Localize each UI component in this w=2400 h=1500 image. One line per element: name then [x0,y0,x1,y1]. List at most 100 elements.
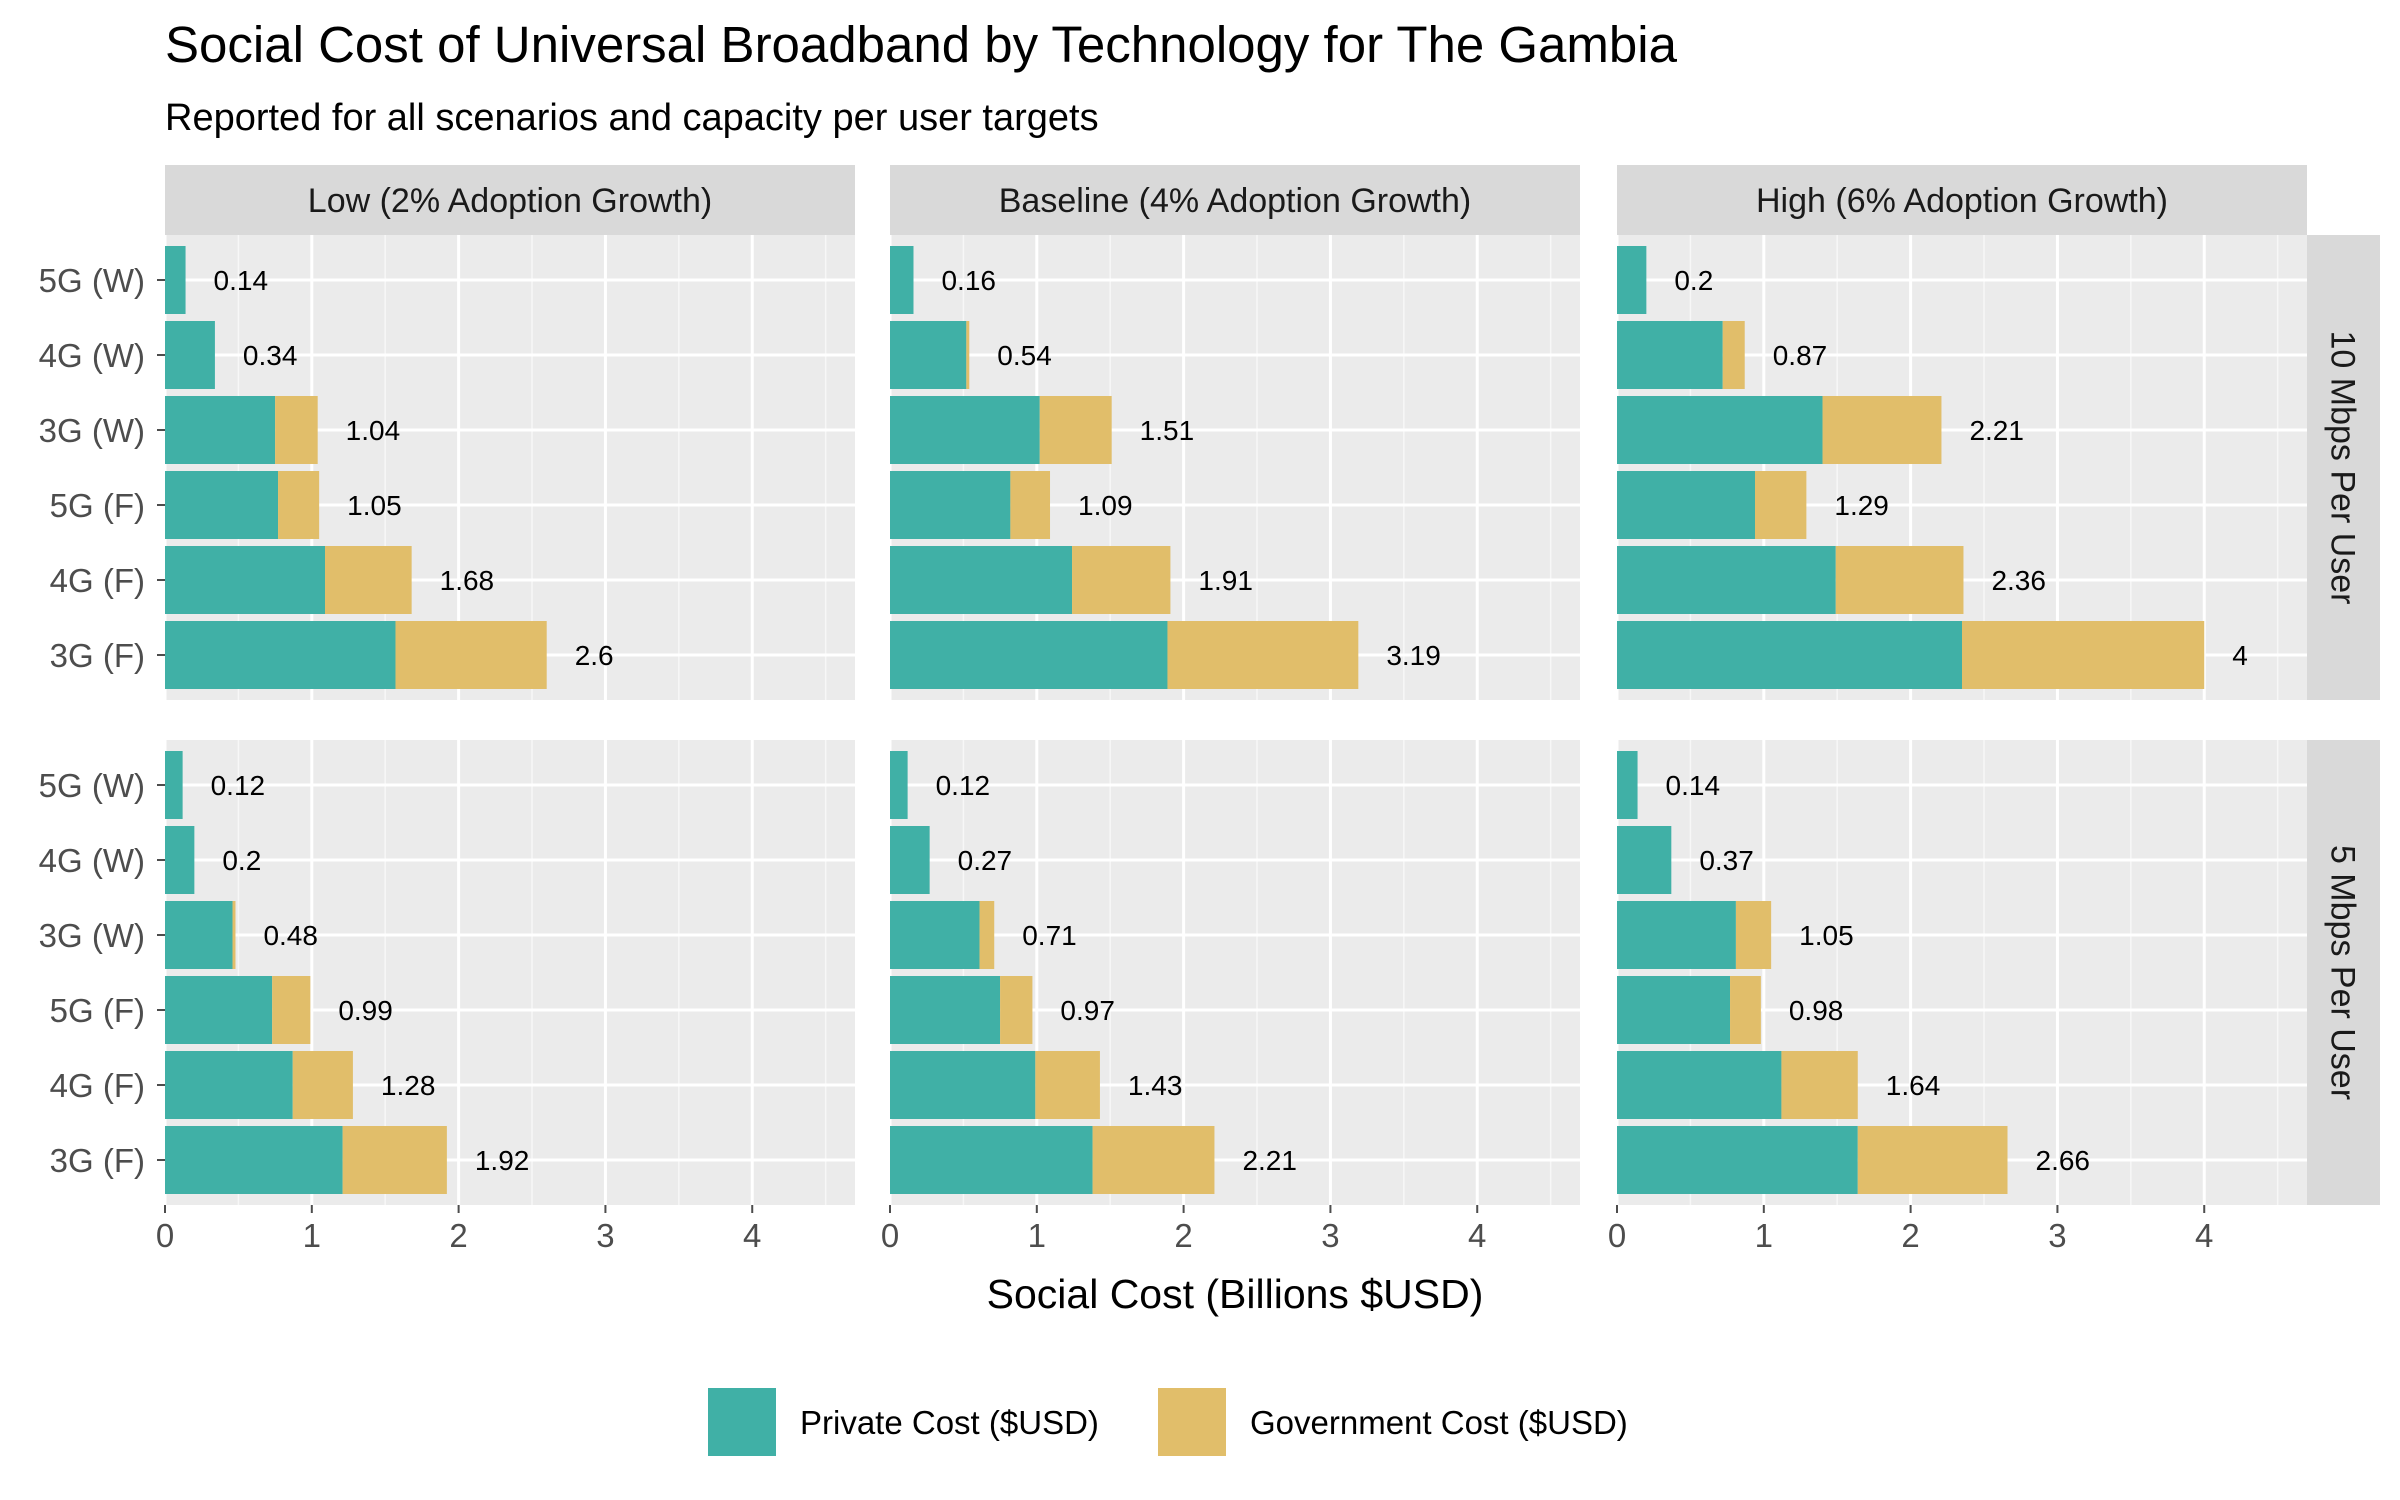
facet-strip-col [165,165,855,235]
bar-total-label: 0.12 [936,770,991,801]
bar-government-cost [278,471,320,539]
x-axis-label: Social Cost (Billions $USD) [987,1271,1484,1317]
y-tick-label: 5G (F) [50,992,145,1029]
x-tick-label: 4 [2195,1217,2213,1254]
bar-total-label: 1.04 [346,415,401,446]
bar-private-cost [890,321,967,389]
bar-government-cost [1781,1051,1858,1119]
bar-total-label: 0.98 [1789,995,1844,1026]
bar-government-cost [1000,976,1033,1044]
bar-private-cost [165,621,396,689]
bar-government-cost [1730,976,1761,1044]
bar-government-cost [1735,901,1772,969]
bar-private-cost [165,471,279,539]
x-tick-label: 2 [449,1217,467,1254]
bar-government-cost [1822,396,1942,464]
legend-swatch [1158,1388,1226,1456]
y-tick-label: 3G (F) [50,637,145,674]
bar-total-label: 0.37 [1699,845,1754,876]
axes: 5G (W) 4G (W) 3G (W) 5G (F) 4G (F) 3G (F) 5G (… [39,262,2214,1254]
bar-government-cost [395,621,547,689]
bar-private-cost [1617,546,1836,614]
bar-government-cost [275,396,318,464]
facet-strip-col-label: Low (2% Adoption Growth) [308,182,712,220]
bar-total-label: 0.16 [941,265,996,296]
bar-private-cost [165,751,183,819]
facet-strip-row [2307,235,2380,700]
bar-private-cost [890,1126,1093,1194]
bar-private-cost [1617,1126,1858,1194]
bar-private-cost [1617,1051,1782,1119]
bar-private-cost [890,1051,1036,1119]
x-tick-label: 0 [156,1217,174,1254]
facet-strips: Low (2% Adoption Growth) Baseline (4% Ado… [165,165,2380,1205]
facet-strip-col [1617,165,2307,235]
bar-government-cost [342,1126,447,1194]
y-tick-label: 4G (W) [39,842,145,879]
legend-label: Private Cost ($USD) [800,1404,1099,1441]
bar-total-label: 1.28 [381,1070,436,1101]
panel: 0.12 0.27 0.71 0.97 1.43 2.21 [888,740,1580,1205]
bar-total-label: 0.2 [1674,265,1713,296]
bar-total-label: 1.05 [347,490,402,521]
bar-government-cost [292,1051,353,1119]
bar-government-cost [1835,546,1964,614]
bar-government-cost [979,901,995,969]
bar-total-label: 1.09 [1078,490,1133,521]
facet-strip-col [890,165,1580,235]
bar-total-label: 1.05 [1799,920,1854,951]
facet-strip-row [2307,740,2380,1205]
bar-private-cost [165,246,186,314]
bar-private-cost [890,396,1040,464]
x-tick-label: 1 [1755,1217,1773,1254]
bar-private-cost [890,471,1011,539]
bar-private-cost [1617,826,1672,894]
bar-total-label: 1.64 [1886,1070,1941,1101]
facet-strip-row-label: 10 Mbps Per User [2324,331,2362,605]
bar-total-label: 0.27 [958,845,1013,876]
bar-total-label: 1.91 [1198,565,1253,596]
y-tick-label: 3G (W) [39,412,145,449]
bar-total-label: 1.92 [475,1145,529,1176]
bar-private-cost [1617,396,1823,464]
x-tick-label: 3 [596,1217,614,1254]
bar-total-label: 0.87 [1773,340,1828,371]
bar-government-cost [1962,621,2205,689]
bar-government-cost [1755,471,1807,539]
bar-government-cost [1857,1126,2008,1194]
bar-total-label: 1.43 [1128,1070,1183,1101]
bar-total-label: 0.71 [1022,920,1077,951]
bar-private-cost [890,826,930,894]
bar-private-cost [1617,751,1638,819]
bar-total-label: 2.21 [1242,1145,1297,1176]
bar-total-label: 2.6 [575,640,614,671]
bar-total-label: 0.14 [1666,770,1721,801]
y-tick-label: 5G (F) [50,487,145,524]
chart-subtitle: Reported for all scenarios and capacity … [165,97,1099,139]
panels: 0.14 0.34 1.04 1.05 1.68 2.6 0.16 0.54 1.51 1.09 1… [163,235,2307,1205]
bar-private-cost [1617,901,1736,969]
x-tick-label: 4 [743,1217,761,1254]
bar-private-cost [165,396,276,464]
bar-private-cost [165,546,326,614]
bar-total-label: 1.29 [1834,490,1889,521]
bar-private-cost [165,901,233,969]
bar-private-cost [165,826,195,894]
bar-private-cost [1617,246,1647,314]
bar-private-cost [890,901,980,969]
bar-government-cost [325,546,412,614]
bar-private-cost [1617,976,1731,1044]
bar-total-label: 2.36 [1991,565,2046,596]
bar-government-cost [1035,1051,1100,1119]
y-tick-label: 4G (F) [50,1067,145,1104]
legend: Private Cost ($USD) Government Cost ($USD… [708,1388,1628,1456]
bar-government-cost [1722,321,1745,389]
legend-swatch [708,1388,776,1456]
bar-private-cost [1617,471,1755,539]
facet-strip-col-label: Baseline (4% Adoption Growth) [999,182,1471,220]
bar-total-label: 1.51 [1140,415,1195,446]
bar-total-label: 4 [2232,640,2248,671]
bar-government-cost [1167,621,1359,689]
y-tick-label: 3G (W) [39,917,145,954]
x-tick-label: 2 [1174,1217,1192,1254]
